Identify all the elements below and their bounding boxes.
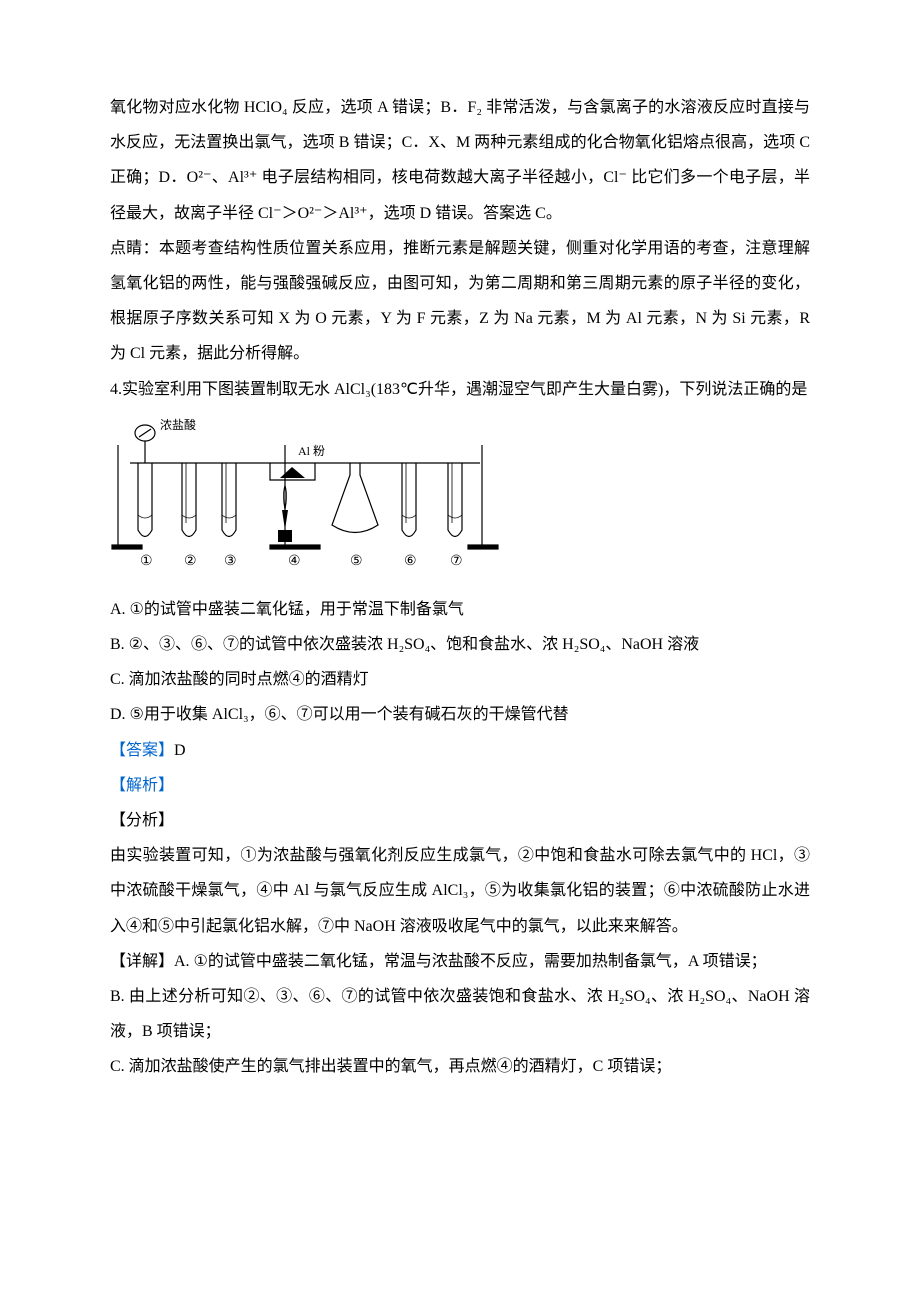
- option-c: C. 滴加浓盐酸的同时点燃④的酒精灯: [110, 662, 810, 697]
- detail-head: 【详解】A. ①的试管中盛装二氧化锰，常温与浓盐酸不反应，需要加热制备氯气，A …: [110, 944, 810, 979]
- answer-value: D: [174, 742, 186, 759]
- tube-num-3: ③: [224, 554, 237, 569]
- tube-num-7: ⑦: [450, 554, 463, 569]
- tube-num-4: ④: [288, 554, 301, 569]
- answer-line: 【答案】D: [110, 733, 810, 768]
- detail-c: C. 滴加浓盐酸使产生的氯气排出装置中的氧气，再点燃④的酒精灯，C 项错误；: [110, 1049, 810, 1084]
- tube-num-5: ⑤: [350, 554, 363, 569]
- tube-num-1: ①: [140, 554, 153, 569]
- option-d: D. ⑤用于收集 AlCl₃，⑥、⑦可以用一个装有碱石灰的干燥管代替: [110, 697, 810, 732]
- apparatus-diagram: 浓盐酸 Al 粉 ① ② ③ ④ ⑤ ⑥ ⑦: [110, 415, 810, 588]
- label-al: Al 粉: [298, 444, 325, 458]
- analysis-body: 由实验装置可知，①为浓盐酸与强氧化剂反应生成氯气，②中饱和食盐水可除去氯气中的 …: [110, 838, 810, 944]
- label-acid: 浓盐酸: [160, 417, 196, 432]
- analysis-label: 【解析】: [110, 777, 174, 794]
- tube-num-6: ⑥: [404, 554, 417, 569]
- analysis-head: 【分析】: [110, 803, 810, 838]
- answer-label: 【答案】: [110, 742, 174, 759]
- explanation-paragraph-2: 点睛：本题考查结构性质位置关系应用，推断元素是解题关键，侧重对化学用语的考查，注…: [110, 231, 810, 372]
- option-a: A. ①的试管中盛装二氧化锰，用于常温下制备氯气: [110, 592, 810, 627]
- option-b: B. ②、③、⑥、⑦的试管中依次盛装浓 H₂SO₄、饱和食盐水、浓 H₂SO₄、…: [110, 627, 810, 662]
- analysis-label-line: 【解析】: [110, 768, 810, 803]
- explanation-paragraph-1: 氧化物对应水化物 HClO₄ 反应，选项 A 错误；B．F₂ 非常活泼，与含氯离…: [110, 90, 810, 231]
- tube-num-2: ②: [184, 554, 197, 569]
- question-4-stem: 4.实验室利用下图装置制取无水 AlCl₃(183℃升华，遇潮湿空气即产生大量白…: [110, 372, 810, 407]
- detail-b: B. 由上述分析可知②、③、⑥、⑦的试管中依次盛装饱和食盐水、浓 H₂SO₄、浓…: [110, 979, 810, 1049]
